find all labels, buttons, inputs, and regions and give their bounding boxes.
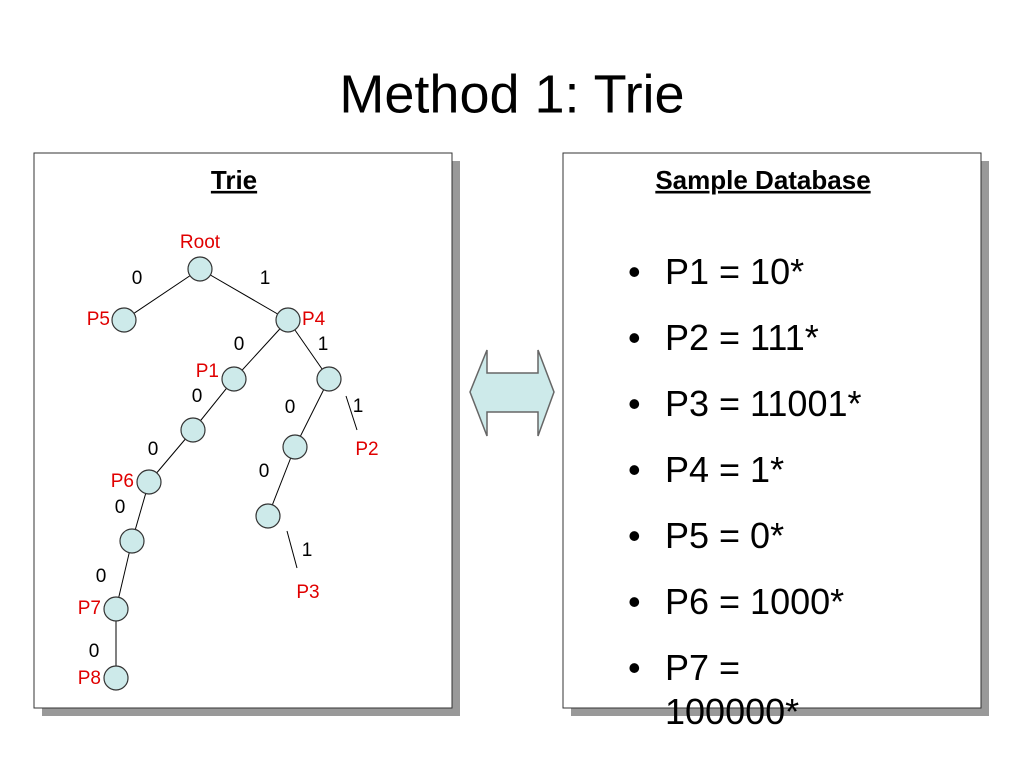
database-item: P7 = 100000*: [620, 646, 880, 734]
edge-label: 1: [353, 396, 364, 417]
edge-label: 0: [115, 497, 126, 518]
node-label: P4: [302, 309, 326, 330]
tree-node: [119, 528, 145, 554]
node-label: P6: [111, 471, 134, 492]
node-label: P1: [196, 361, 219, 382]
tree-node: [103, 665, 129, 691]
tree-node: [275, 307, 301, 333]
edge-label: 0: [234, 334, 245, 355]
edge-label: 0: [132, 268, 143, 289]
edge-label: 1: [318, 334, 329, 355]
double-arrow: [469, 349, 555, 437]
tree-edge: [286, 530, 298, 569]
tree-edge: [123, 268, 201, 321]
edge-label: 1: [302, 540, 313, 561]
database-item: P4 = 1*: [620, 448, 880, 492]
edge-label: 1: [260, 268, 271, 289]
tree-node: [103, 596, 129, 622]
panel-title: Sample Database: [655, 165, 870, 195]
database-item: P2 = 111*: [620, 316, 880, 360]
tree-node: [282, 434, 308, 460]
edge-label: 0: [96, 566, 107, 587]
edge-label: 0: [148, 439, 159, 460]
edge-label: 0: [285, 397, 296, 418]
node-label: P8: [78, 668, 101, 689]
tree-node: [316, 366, 342, 392]
database-list: P1 = 10* P2 = 111* P3 = 11001* P4 = 1* P5 = …: [620, 250, 920, 756]
tree-node: [255, 503, 281, 529]
database-item: P5 = 0*: [620, 514, 880, 558]
panel-title: Trie: [211, 165, 257, 195]
tree-edge: [345, 395, 358, 431]
node-label: P5: [87, 309, 110, 330]
database-item: P1 = 10*: [620, 250, 880, 294]
tree-edge: [199, 268, 289, 321]
node-label: P7: [78, 598, 101, 619]
trie-panel: [33, 152, 453, 709]
tree-node: [136, 469, 162, 495]
tree-edge: [233, 319, 289, 380]
database-item: P3 = 11001*: [620, 382, 880, 426]
node-label: Root: [180, 232, 221, 253]
tree-node: [187, 256, 213, 282]
edge-label: 0: [192, 386, 203, 407]
node-label: P2: [355, 439, 378, 460]
node-label: P3: [296, 582, 319, 603]
tree-node: [111, 307, 137, 333]
slide-title: Method 1: Trie: [339, 64, 684, 124]
database-item: P6 = 1000*: [620, 580, 880, 624]
trie-tree: 0 1 0 1 0 0 1 0 0 0 1 0 0 Root P5 P4 P1 P2 P6 P3 P7 P8: [78, 232, 379, 691]
tree-edge: [294, 378, 330, 448]
tree-node: [180, 417, 206, 443]
edge-label: 0: [89, 641, 100, 662]
edge-label: 0: [259, 461, 270, 482]
tree-node: [221, 366, 247, 392]
